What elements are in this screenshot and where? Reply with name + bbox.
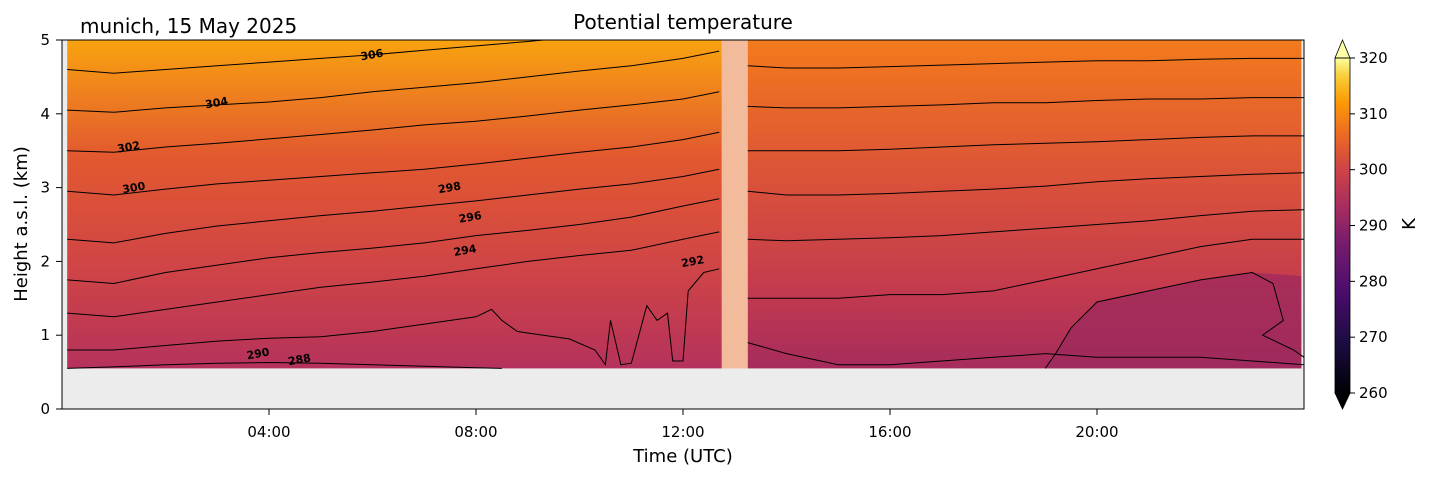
- x-tick-label: 04:00: [247, 423, 290, 441]
- x-axis-label: Time (UTC): [632, 446, 733, 467]
- low-theta-region: [1045, 272, 1302, 369]
- plot-area: 288 290 292 294 296 298 300 302 304 306: [61, 39, 1305, 410]
- contour-288: [67, 361, 502, 369]
- data-gap: [721, 40, 748, 369]
- contour-290: [67, 268, 720, 367]
- contour-304: [67, 40, 544, 74]
- colorbar-tick-label: 270: [1359, 328, 1388, 346]
- contour-302: [747, 97, 1304, 109]
- contour-label-298: 298: [437, 179, 462, 196]
- x-axis: 04:00 08:00 12:00 16:00 20:00: [247, 409, 1119, 441]
- contour-294: [67, 198, 720, 285]
- colorbar-tick-label: 280: [1359, 272, 1388, 290]
- contour-294: [747, 238, 1304, 299]
- y-axis-label: Height a.s.l. (km): [11, 146, 32, 302]
- contour-label-294: 294: [453, 242, 478, 259]
- contour-label-306: 306: [359, 47, 384, 64]
- contour-label-300: 300: [121, 179, 146, 196]
- contour-label-290: 290: [246, 345, 271, 362]
- contour-label-296: 296: [458, 209, 483, 226]
- colorbar: 260 270 280 290 300 310 320: [1334, 38, 1388, 410]
- y-tick-label: 4: [40, 105, 50, 123]
- contour-302: [67, 50, 720, 113]
- contour-290: [1044, 271, 1304, 369]
- y-tick-label: 3: [40, 179, 50, 197]
- contour-298: [747, 172, 1304, 196]
- colorbar-label: K: [1399, 217, 1420, 230]
- contour-292: [747, 342, 1304, 366]
- contour-296: [67, 168, 720, 244]
- contour-300: [67, 91, 720, 153]
- contour-label-304: 304: [204, 95, 229, 112]
- y-tick-label: 5: [40, 31, 50, 49]
- contour-296: [747, 209, 1304, 242]
- chart-title: Potential temperature: [573, 10, 793, 34]
- x-tick-label: 20:00: [1075, 423, 1118, 441]
- contour-304: [747, 57, 1304, 69]
- field-left: [67, 40, 722, 369]
- colorbar-tick-label: 290: [1359, 217, 1388, 235]
- chart-subtitle: munich, 15 May 2025: [80, 14, 297, 38]
- colorbar-extend-max: [1334, 38, 1351, 59]
- colorbar-tick-label: 310: [1359, 105, 1388, 123]
- contour-298: [67, 131, 720, 196]
- colorbar-extend-min: [1334, 392, 1351, 410]
- contour-300: [747, 135, 1304, 152]
- contour-label-292: 292: [680, 253, 705, 270]
- colorbar-tick-label: 260: [1359, 384, 1388, 402]
- contour-label-302: 302: [116, 139, 141, 156]
- x-tick-label: 12:00: [661, 423, 704, 441]
- x-tick-label: 08:00: [454, 423, 497, 441]
- contour-292: [67, 231, 720, 318]
- y-tick-label: 2: [40, 252, 50, 270]
- colorbar-gradient: [1335, 58, 1350, 393]
- y-axis: 0 1 2 3 4 5: [40, 31, 62, 418]
- y-tick-label: 1: [40, 326, 50, 344]
- colorbar-tick-label: 320: [1359, 49, 1388, 67]
- y-tick-label: 0: [40, 400, 50, 418]
- colorbar-tick-label: 300: [1359, 161, 1388, 179]
- x-tick-label: 16:00: [868, 423, 911, 441]
- contour-label-288: 288: [287, 351, 312, 368]
